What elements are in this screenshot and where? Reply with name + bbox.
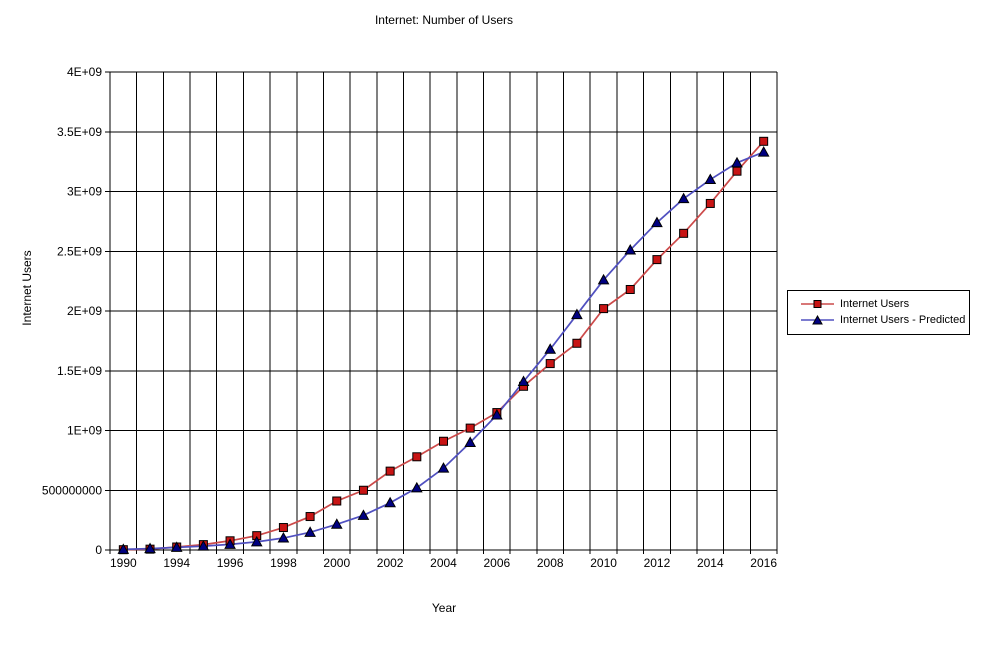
internet-users-marker-square [385,466,395,476]
x-tick-label: 2002 [377,556,404,570]
x-tick-label: 1994 [163,556,190,570]
internet-users-predicted-marker-triangle [170,541,183,552]
internet-users-predicted-legend-swatch [801,315,834,325]
red-square-line-marker-icon [801,299,834,309]
internet-users-predicted-marker-triangle [517,375,530,387]
legend-label-internet-users: Internet Users [840,298,910,310]
internet-users-marker-square [599,304,609,314]
internet-users-predicted-marker-triangle [410,481,423,493]
internet-users-predicted-marker-triangle [491,408,503,420]
internet-users-predicted-marker-triangle [224,538,236,549]
blue-triangle-line-marker-icon [801,315,834,325]
legend: Internet Users Internet Users - Predicte… [787,290,970,335]
internet-users-marker-square [412,452,422,462]
internet-users-predicted-marker-triangle [624,244,637,255]
x-tick-label: 1990 [110,556,137,570]
internet-users-marker-square [439,436,448,446]
y-tick-label: 0 [95,543,102,557]
internet-users-marker-square [572,338,582,348]
internet-users-marker-square [358,485,368,495]
y-tick-label: 1E+09 [67,424,102,438]
internet-users-predicted-marker-triangle [731,156,743,168]
x-tick-label: 2000 [323,556,350,570]
y-tick-label: 3E+09 [67,185,102,199]
internet-users-predicted-marker-triangle [704,173,717,185]
internet-users-predicted-marker-triangle [304,526,316,537]
internet-users-marker-square [679,228,689,238]
y-tick-label: 500000000 [42,483,102,497]
internet-users-predicted-marker-triangle [384,496,396,508]
internet-users-predicted-marker-triangle [437,462,450,473]
x-tick-label: 2008 [537,556,564,570]
internet-users-predicted-marker-triangle [571,308,583,320]
internet-users-predicted-marker-triangle [197,540,210,551]
y-tick-label: 4E+09 [67,65,102,79]
internet-users-marker-square [278,523,288,533]
chart-title: Internet: Number of Users [374,13,514,27]
y-tick-label: 2.5E+09 [57,244,102,258]
internet-users-marker-square [759,136,769,146]
internet-users-predicted-marker-triangle [651,216,663,228]
x-tick-label: 2004 [430,556,457,570]
x-tick-label: 2016 [750,556,777,570]
internet-users-predicted-marker-triangle [330,518,343,529]
x-tick-label: 2006 [484,556,511,570]
internet-users-predicted-marker-triangle [544,343,557,354]
x-tick-label: 2014 [697,556,724,570]
x-tick-label: 2010 [590,556,617,570]
x-tick-label: 1998 [270,556,297,570]
y-tick-label: 1.5E+09 [57,364,102,378]
internet-users-marker-square [625,284,635,294]
internet-users-predicted-marker-triangle [250,535,263,547]
internet-users-marker-square [332,496,342,506]
internet-users-predicted-marker-triangle [757,146,770,157]
internet-users-marker-square [465,423,475,433]
internet-users-legend-swatch [801,300,834,308]
internet-users-predicted-marker-triangle [117,543,130,554]
y-tick-label: 2E+09 [67,304,102,318]
legend-item-internet-users-predicted: Internet Users - Predicted [801,312,965,328]
internet-users-marker-square [305,512,315,522]
internet-users-marker-square [652,255,662,265]
legend-label-internet-users-predicted: Internet Users - Predicted [840,314,966,326]
internet-users-predicted-marker-triangle [677,192,690,204]
internet-users-predicted-marker-triangle [357,509,370,520]
internet-users-predicted-marker-triangle [144,542,156,554]
internet-users-predicted-marker-triangle [464,436,477,447]
internet-users-predicted-marker-triangle [597,273,610,285]
x-tick-label: 2012 [644,556,671,570]
x-tick-label: 1996 [217,556,244,570]
internet-users-marker-square [705,198,715,208]
internet-users-predicted-marker-triangle [277,532,290,543]
y-axis-title: Internet Users [20,250,34,326]
x-axis-title: Year [431,601,457,615]
internet-users-marker-square [545,359,555,369]
legend-item-internet-users: Internet Users [801,296,965,312]
internet-users-marker-square [732,166,742,176]
internet-users-line [123,140,765,551]
y-tick-label: 3.5E+09 [57,125,102,139]
